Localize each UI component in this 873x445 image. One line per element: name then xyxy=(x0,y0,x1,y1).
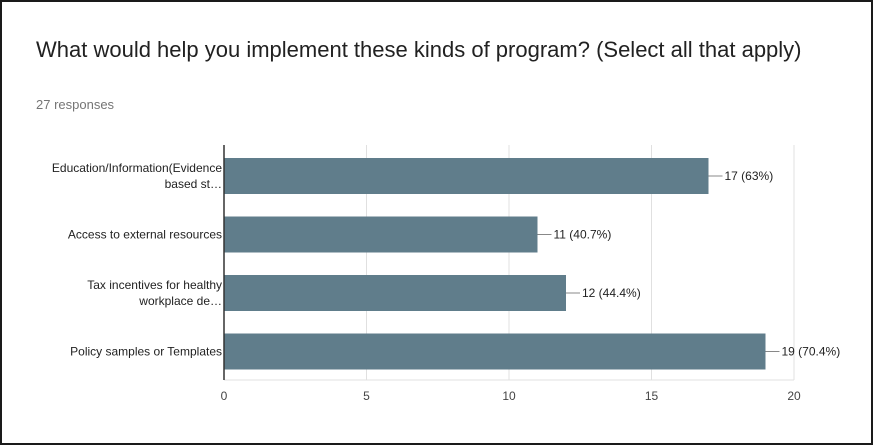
response-count: 27 responses xyxy=(36,97,115,112)
bar xyxy=(224,275,566,311)
category-label: Education/Information(Evidence based st… xyxy=(52,161,222,191)
bar xyxy=(224,216,538,253)
data-label: 11 (40.7%) xyxy=(554,228,612,242)
x-tick-label: 5 xyxy=(363,389,370,403)
chart-title: What would help you implement these kind… xyxy=(36,37,802,62)
data-label: 17 (63%) xyxy=(725,169,774,183)
x-tick-label: 0 xyxy=(221,389,228,403)
bar xyxy=(224,333,766,370)
x-tick-label: 20 xyxy=(787,389,801,403)
category-label: Access to external resources xyxy=(68,228,222,242)
x-tick-label: 15 xyxy=(645,389,659,403)
data-label: 12 (44.4%) xyxy=(582,286,641,300)
bar xyxy=(224,158,709,194)
category-label: Policy samples or Templates xyxy=(70,345,222,359)
category-label: Tax incentives for healthy workplace de… xyxy=(87,278,222,308)
data-label: 19 (70.4%) xyxy=(782,345,841,359)
x-tick-label: 10 xyxy=(502,389,516,403)
